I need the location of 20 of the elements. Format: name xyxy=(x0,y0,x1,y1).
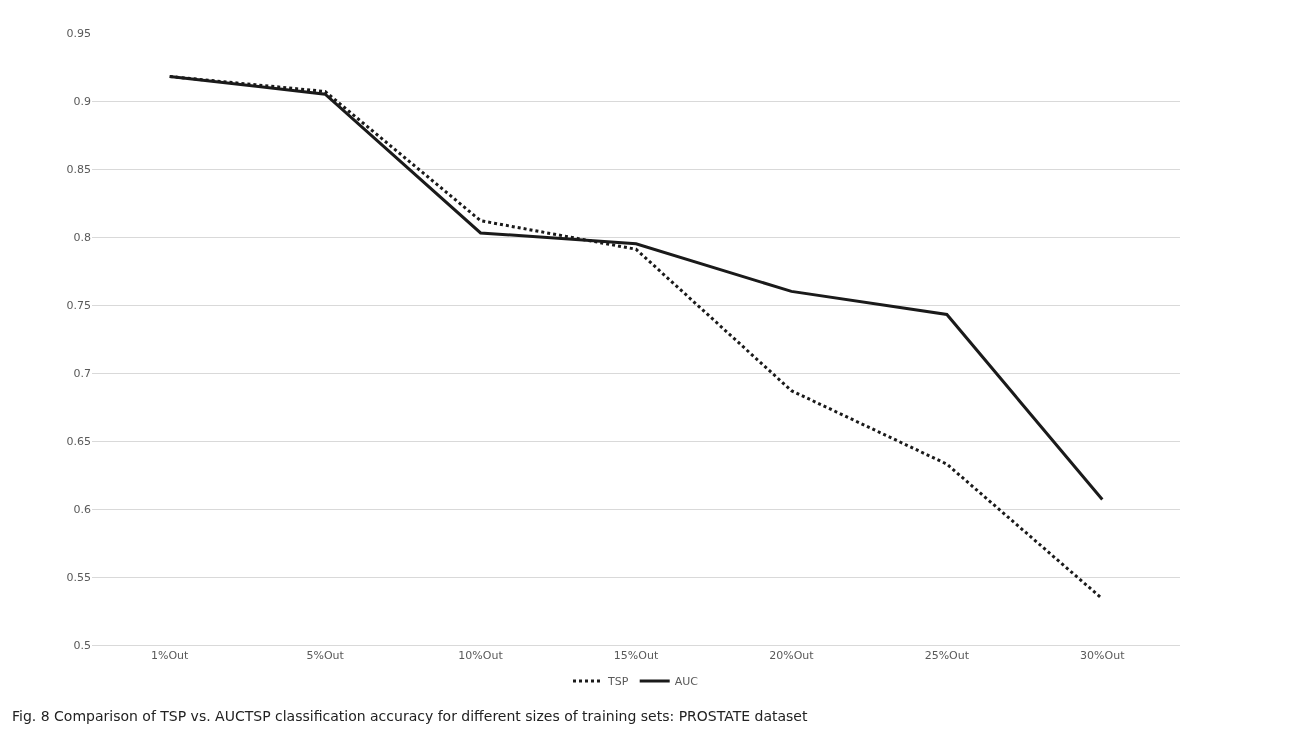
y-tick-label: 0.5 xyxy=(73,638,91,652)
x-tick-label: 20%Out xyxy=(769,649,815,663)
legend-label: TSP xyxy=(607,675,629,689)
x-tick-label: 25%Out xyxy=(924,649,970,663)
y-tick-label: 0.95 xyxy=(66,26,91,40)
x-tick-label: 15%Out xyxy=(613,649,659,663)
y-tick-label: 0.65 xyxy=(66,434,91,448)
x-tick-label: 30%Out xyxy=(1080,649,1126,663)
caption: Fig. 8 Comparison of TSP vs. AUCTSP classification accuracy for different sizes of training sets: PROSTATE dataset xyxy=(12,708,808,724)
x-tick-label: 10%Out xyxy=(458,649,504,663)
y-tick-label: 0.7 xyxy=(73,366,91,380)
y-tick-label: 0.85 xyxy=(66,162,91,176)
y-tick-label: 0.6 xyxy=(73,502,91,516)
legend-label: AUC xyxy=(674,675,699,689)
y-tick-label: 0.55 xyxy=(66,570,91,584)
x-tick-label: 5%Out xyxy=(306,649,345,663)
y-tick-label: 0.75 xyxy=(66,298,91,312)
y-tick-label: 0.9 xyxy=(73,94,91,108)
x-tick-label: 1%Out xyxy=(151,649,190,663)
y-tick-label: 0.8 xyxy=(73,230,91,244)
